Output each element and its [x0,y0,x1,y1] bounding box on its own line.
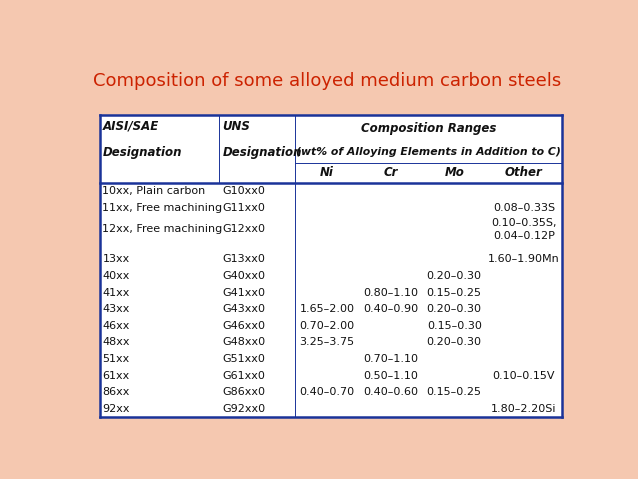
Text: 0.20–0.30: 0.20–0.30 [427,304,482,314]
FancyBboxPatch shape [100,114,562,417]
Text: 0.10–0.15V: 0.10–0.15V [493,371,555,380]
Text: 1.80–2.20Si: 1.80–2.20Si [491,404,557,414]
Text: 0.15–0.25: 0.15–0.25 [427,287,482,297]
Text: Other: Other [505,166,543,179]
Text: 3.25–3.75: 3.25–3.75 [299,337,355,347]
Text: 51xx: 51xx [103,354,130,364]
Text: 10xx, Plain carbon: 10xx, Plain carbon [103,186,205,196]
Text: G11xx0: G11xx0 [223,203,265,213]
Text: 0.10–0.35S,
0.04–0.12P: 0.10–0.35S, 0.04–0.12P [491,218,557,240]
Text: AISI/SAE: AISI/SAE [103,120,159,133]
Text: (wt% of Alloying Elements in Addition to C): (wt% of Alloying Elements in Addition to… [296,148,561,158]
Text: Designation: Designation [223,146,302,159]
Text: 11xx, Free machining: 11xx, Free machining [103,203,223,213]
Text: 92xx: 92xx [103,404,130,414]
Text: G43xx0: G43xx0 [223,304,265,314]
Text: G40xx0: G40xx0 [223,271,265,281]
Text: 12xx, Free machining: 12xx, Free machining [103,224,223,234]
Text: G48xx0: G48xx0 [223,337,265,347]
Text: 61xx: 61xx [103,371,130,380]
Text: 0.08–0.33S: 0.08–0.33S [493,203,555,213]
Text: 1.65–2.00: 1.65–2.00 [299,304,355,314]
Text: Designation: Designation [103,146,182,159]
Text: G51xx0: G51xx0 [223,354,265,364]
Text: 1.60–1.90Mn: 1.60–1.90Mn [488,254,560,264]
Text: 0.70–1.10: 0.70–1.10 [363,354,418,364]
Text: G61xx0: G61xx0 [223,371,265,380]
Text: 13xx: 13xx [103,254,130,264]
Text: 0.40–0.70: 0.40–0.70 [299,387,355,397]
Text: 46xx: 46xx [103,321,130,331]
Text: G46xx0: G46xx0 [223,321,265,331]
Text: G92xx0: G92xx0 [223,404,265,414]
Text: Ni: Ni [320,166,334,179]
Text: UNS: UNS [223,120,250,133]
Text: 0.20–0.30: 0.20–0.30 [427,271,482,281]
Text: Cr: Cr [383,166,398,179]
Text: 0.50–1.10: 0.50–1.10 [363,371,418,380]
Text: Mo: Mo [444,166,464,179]
Text: G10xx0: G10xx0 [223,186,265,196]
Text: 86xx: 86xx [103,387,130,397]
Text: 0.40–0.60: 0.40–0.60 [363,387,418,397]
Text: G12xx0: G12xx0 [223,224,265,234]
Text: G13xx0: G13xx0 [223,254,265,264]
Text: 41xx: 41xx [103,287,130,297]
Text: 0.15–0.30: 0.15–0.30 [427,321,482,331]
Text: 43xx: 43xx [103,304,130,314]
Text: 0.70–2.00: 0.70–2.00 [299,321,355,331]
Text: Composition Ranges: Composition Ranges [361,122,496,135]
Text: 0.40–0.90: 0.40–0.90 [363,304,418,314]
Text: 40xx: 40xx [103,271,130,281]
Text: G41xx0: G41xx0 [223,287,265,297]
Text: Composition of some alloyed medium carbon steels: Composition of some alloyed medium carbo… [93,72,561,91]
Text: 0.80–1.10: 0.80–1.10 [363,287,418,297]
Text: 0.15–0.25: 0.15–0.25 [427,387,482,397]
Text: 48xx: 48xx [103,337,130,347]
Text: 0.20–0.30: 0.20–0.30 [427,337,482,347]
Text: G86xx0: G86xx0 [223,387,265,397]
